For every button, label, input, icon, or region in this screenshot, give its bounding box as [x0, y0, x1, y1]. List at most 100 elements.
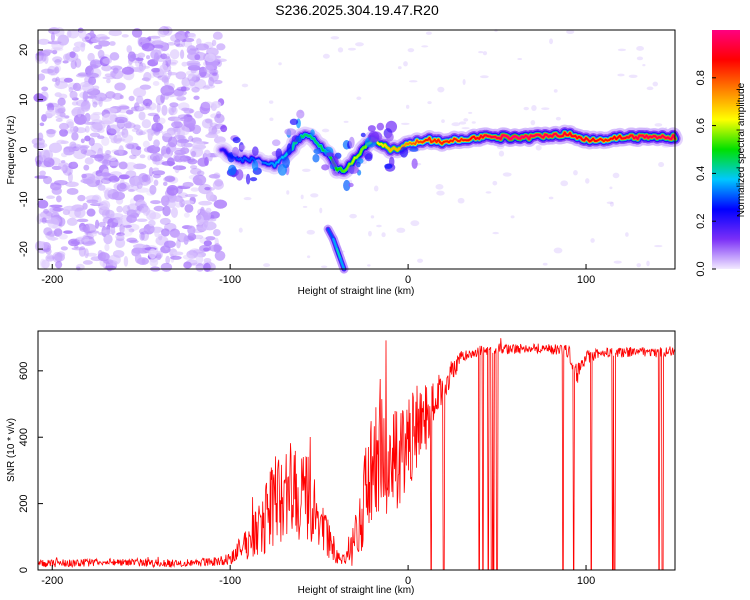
- noise-blob: [125, 170, 137, 178]
- noise-blob: [306, 229, 315, 235]
- noise-blob: [47, 236, 59, 241]
- noise-blob: [128, 228, 135, 233]
- noise-blob: [560, 180, 569, 187]
- streak-segment: [332, 237, 339, 251]
- noise-blob: [191, 86, 200, 93]
- noise-blob: [89, 59, 102, 69]
- noise-blob: [111, 213, 124, 219]
- noise-blob: [498, 150, 505, 157]
- noise-blob: [310, 193, 319, 198]
- noise-blob: [203, 240, 212, 247]
- noise-blob: [121, 134, 134, 143]
- noise-blob: [56, 251, 66, 258]
- noise-blob: [121, 66, 135, 75]
- noise-blob: [184, 203, 194, 213]
- spectrogram-ytick-label: 20: [18, 44, 30, 56]
- noise-blob: [617, 48, 627, 52]
- noise-blob: [613, 260, 622, 264]
- noise-blob: [37, 38, 50, 45]
- snr-frame: [37, 330, 676, 571]
- noise-blob: [100, 172, 112, 177]
- noise-blob: [192, 141, 206, 152]
- noise-blob: [646, 86, 654, 91]
- noise-blob: [175, 202, 182, 208]
- noise-blob: [166, 184, 179, 196]
- noise-blob: [107, 124, 121, 134]
- noise-blob: [89, 30, 95, 36]
- noise-blob: [161, 228, 170, 237]
- noise-blob: [166, 59, 179, 65]
- noise-blob: [47, 65, 57, 76]
- noise-blob: [49, 69, 58, 76]
- noise-blob: [636, 263, 642, 268]
- noise-blob: [148, 248, 157, 259]
- noise-blob: [658, 161, 665, 168]
- noise-blob: [186, 81, 197, 89]
- spectrogram-xtick-label: 0: [405, 274, 411, 286]
- spectrogram-ylabel: Frequency (Hz): [6, 116, 17, 185]
- noise-blob: [46, 128, 56, 138]
- noise-blob: [73, 113, 87, 125]
- noise-blob: [202, 221, 217, 231]
- ridge-blob: [284, 128, 297, 136]
- noise-blob: [86, 199, 99, 204]
- noise-blob: [83, 239, 96, 246]
- noise-blob: [553, 89, 558, 93]
- noise-blob: [136, 65, 145, 73]
- noise-blob: [72, 46, 81, 53]
- noise-blob: [182, 254, 195, 260]
- noise-blob: [190, 187, 200, 192]
- noise-blob: [87, 232, 97, 237]
- noise-blob: [149, 184, 157, 195]
- noise-blob: [103, 187, 114, 195]
- noise-blob: [41, 259, 50, 269]
- noise-blob: [111, 191, 126, 201]
- noise-blob: [457, 197, 465, 204]
- noise-blob: [530, 120, 536, 126]
- noise-blob: [39, 258, 46, 269]
- noise-blob: [173, 152, 186, 163]
- noise-blob: [208, 244, 223, 252]
- noise-blob: [612, 172, 620, 179]
- noise-blob: [68, 238, 80, 247]
- noise-blob: [435, 184, 444, 190]
- noise-blob: [76, 235, 90, 243]
- noise-blob: [81, 173, 87, 179]
- noise-blob: [50, 32, 55, 42]
- noise-blob: [76, 218, 89, 223]
- noise-blob: [211, 39, 217, 47]
- noise-blob: [74, 58, 82, 68]
- noise-blob: [166, 42, 176, 46]
- snr-ytick-label: 400: [18, 428, 30, 446]
- spectrogram-xlabel: Height of straight line (km): [298, 286, 415, 297]
- noise-blob: [49, 142, 63, 154]
- ridge-blob: [235, 169, 244, 181]
- noise-blob: [322, 53, 330, 59]
- snr-xtick-label: -100: [219, 575, 241, 587]
- noise-blob: [52, 207, 65, 212]
- noise-blob: [151, 158, 158, 162]
- noise-blob: [492, 180, 498, 186]
- noise-blob: [83, 164, 90, 171]
- noise-blob: [101, 209, 110, 219]
- noise-blob: [243, 196, 252, 201]
- noise-blob: [118, 145, 124, 156]
- noise-blob: [123, 255, 129, 267]
- ridge-blob: [384, 163, 393, 169]
- snr-line: [37, 338, 676, 571]
- noise-blob: [162, 26, 173, 36]
- noise-blob: [84, 157, 94, 165]
- noise-blob: [458, 121, 467, 125]
- noise-blob: [109, 41, 116, 46]
- noise-blob: [183, 116, 196, 128]
- noise-blob: [215, 58, 227, 62]
- noise-blob: [160, 85, 175, 96]
- noise-blob: [642, 63, 646, 67]
- noise-blob: [356, 96, 362, 101]
- noise-blob: [98, 40, 110, 47]
- noise-blob: [84, 36, 90, 40]
- noise-blob: [161, 104, 168, 116]
- noise-blob: [128, 57, 133, 66]
- noise-blob: [124, 120, 132, 129]
- noise-blob: [153, 52, 160, 63]
